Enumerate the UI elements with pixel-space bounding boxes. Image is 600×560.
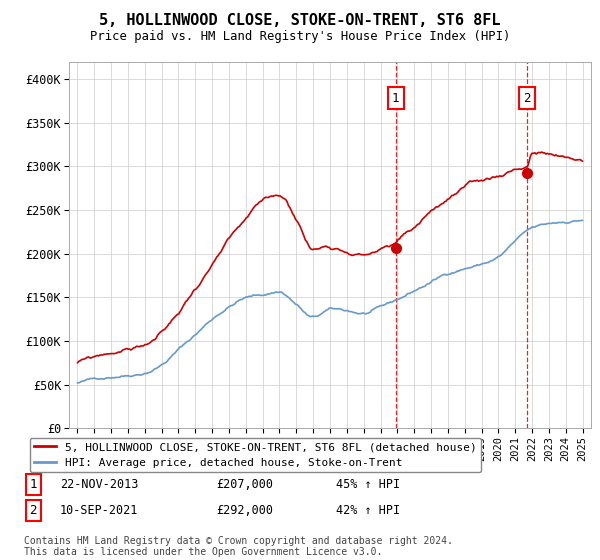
Text: £292,000: £292,000 (216, 504, 273, 517)
Text: £207,000: £207,000 (216, 478, 273, 491)
Text: 1: 1 (29, 478, 37, 491)
Text: 42% ↑ HPI: 42% ↑ HPI (336, 504, 400, 517)
Text: 5, HOLLINWOOD CLOSE, STOKE-ON-TRENT, ST6 8FL: 5, HOLLINWOOD CLOSE, STOKE-ON-TRENT, ST6… (99, 13, 501, 28)
Text: 10-SEP-2021: 10-SEP-2021 (60, 504, 139, 517)
Text: 45% ↑ HPI: 45% ↑ HPI (336, 478, 400, 491)
Legend: 5, HOLLINWOOD CLOSE, STOKE-ON-TRENT, ST6 8FL (detached house), HPI: Average pric: 5, HOLLINWOOD CLOSE, STOKE-ON-TRENT, ST6… (29, 438, 481, 472)
Text: 2: 2 (523, 92, 531, 105)
Text: 22-NOV-2013: 22-NOV-2013 (60, 478, 139, 491)
Text: 1: 1 (392, 92, 400, 105)
Text: Price paid vs. HM Land Registry's House Price Index (HPI): Price paid vs. HM Land Registry's House … (90, 30, 510, 43)
Text: 2: 2 (29, 504, 37, 517)
Text: Contains HM Land Registry data © Crown copyright and database right 2024.
This d: Contains HM Land Registry data © Crown c… (24, 535, 453, 557)
